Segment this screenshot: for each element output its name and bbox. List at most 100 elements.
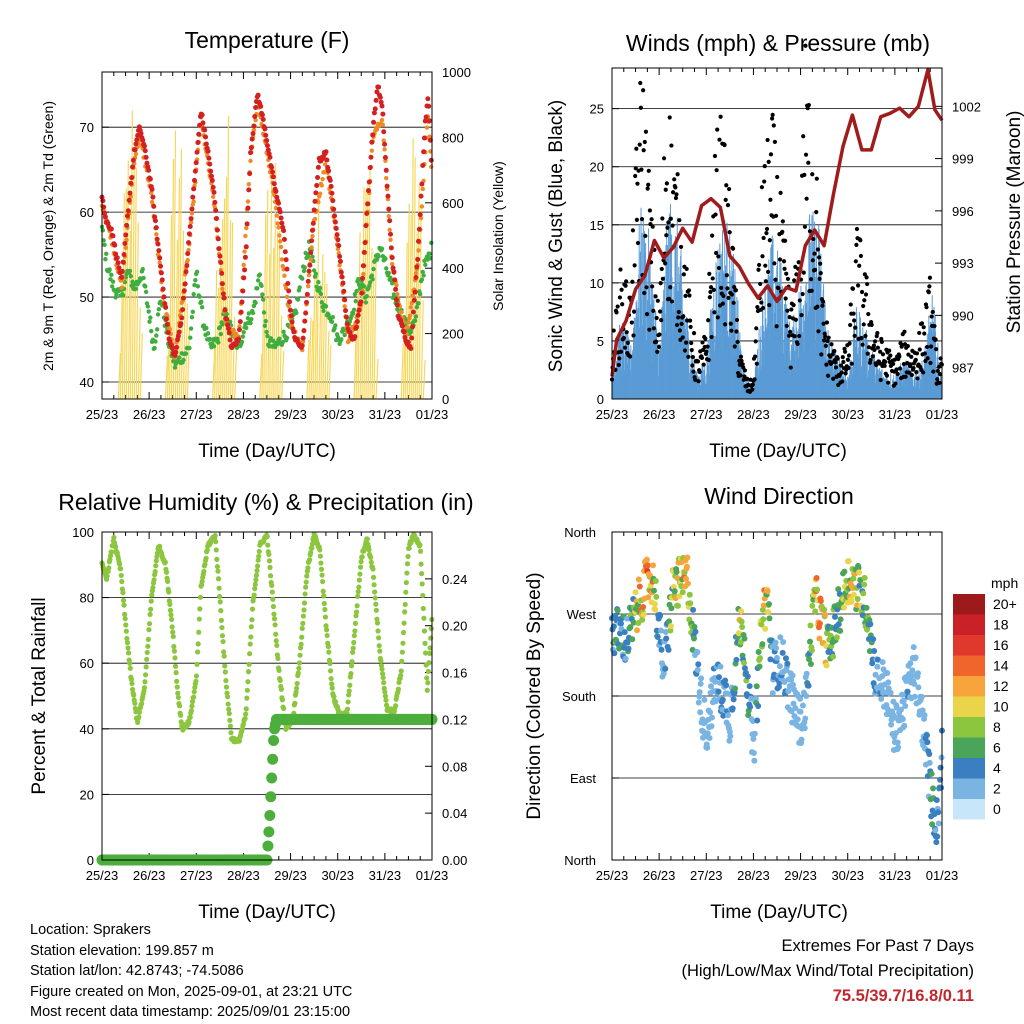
gust-point bbox=[630, 279, 635, 284]
t2m-point bbox=[282, 249, 288, 255]
direction-point bbox=[694, 649, 701, 656]
gust-point bbox=[639, 167, 644, 172]
y-right-tick-label: 1000 bbox=[442, 65, 471, 80]
rh-point bbox=[364, 536, 370, 542]
t2m-point bbox=[249, 136, 255, 142]
gust-point bbox=[839, 370, 844, 375]
t2m-point bbox=[337, 258, 343, 264]
rh-point bbox=[418, 561, 424, 567]
direction-point bbox=[937, 764, 944, 771]
rh-point bbox=[191, 694, 197, 700]
dewpoint-point bbox=[314, 284, 319, 289]
gust-point bbox=[713, 212, 718, 217]
gust-point bbox=[792, 278, 797, 283]
gust-point bbox=[811, 236, 816, 242]
rh-point bbox=[120, 590, 126, 596]
y-right-tick-label: 400 bbox=[442, 261, 464, 276]
direction-point bbox=[624, 615, 631, 622]
rh-point bbox=[252, 581, 258, 587]
direction-point bbox=[848, 598, 855, 605]
gust-point bbox=[676, 309, 681, 315]
t2m-point bbox=[422, 118, 428, 124]
t9m-point bbox=[309, 245, 314, 250]
t9m-point bbox=[248, 158, 253, 164]
gust-point bbox=[921, 325, 926, 330]
direction-point bbox=[758, 621, 765, 628]
direction-point bbox=[860, 590, 867, 597]
t2m-point bbox=[284, 266, 290, 272]
dewpoint-point bbox=[260, 292, 265, 297]
gust-point bbox=[785, 308, 790, 313]
dewpoint-point bbox=[215, 336, 220, 342]
t2m-point bbox=[240, 288, 246, 294]
direction-point bbox=[823, 643, 830, 650]
t2m-point bbox=[352, 334, 358, 340]
direction-point bbox=[738, 608, 745, 615]
gust-point bbox=[616, 362, 621, 368]
gust-point bbox=[663, 187, 668, 192]
direction-point bbox=[701, 696, 708, 703]
rh-point bbox=[247, 641, 253, 647]
gust-point bbox=[755, 305, 760, 310]
solar-spike bbox=[168, 215, 173, 400]
t2m-point bbox=[309, 227, 315, 233]
rh-point bbox=[213, 547, 219, 553]
direction-point bbox=[885, 679, 892, 686]
rh-point bbox=[254, 563, 261, 569]
dewpoint-point bbox=[333, 323, 338, 328]
dewpoint-point bbox=[194, 269, 200, 274]
rh-point bbox=[383, 697, 389, 703]
t2m-point bbox=[210, 184, 216, 190]
t2m-point bbox=[314, 183, 320, 189]
direction-point bbox=[911, 693, 918, 700]
t2m-point bbox=[164, 321, 170, 327]
direction-point bbox=[675, 602, 681, 609]
t2m-point bbox=[245, 205, 251, 211]
direction-point bbox=[665, 646, 672, 653]
t2m-point bbox=[336, 243, 342, 249]
t2m-point bbox=[219, 270, 225, 276]
gust-point bbox=[882, 363, 887, 368]
gust-point bbox=[820, 303, 825, 308]
gust-point bbox=[632, 263, 637, 268]
rh-point bbox=[270, 603, 277, 610]
dewpoint-point bbox=[261, 297, 266, 302]
t2m-point bbox=[258, 103, 264, 109]
direction-point bbox=[611, 650, 618, 657]
dewpoint-point bbox=[172, 365, 178, 370]
rh-point bbox=[256, 553, 262, 559]
rh-point bbox=[422, 650, 429, 656]
rh-point bbox=[353, 613, 359, 619]
legend-label: 20+ bbox=[993, 596, 1017, 612]
legend-label: 10 bbox=[993, 699, 1009, 715]
gust-point bbox=[663, 261, 668, 266]
gust-point bbox=[785, 276, 791, 282]
t2m-point bbox=[219, 281, 225, 287]
legend-label: 2 bbox=[993, 781, 1001, 797]
temperature-panel: Temperature (F) 405060700200400600800100… bbox=[40, 27, 506, 462]
direction-point bbox=[780, 639, 787, 646]
dewpoint-point bbox=[262, 323, 268, 329]
gust-point bbox=[708, 285, 714, 290]
solar-spike bbox=[322, 272, 326, 400]
dewpoint-point bbox=[263, 318, 268, 324]
direction-point bbox=[884, 669, 891, 676]
gust-point bbox=[914, 370, 919, 375]
dewpoint-point bbox=[121, 293, 126, 298]
t2m-point bbox=[200, 120, 206, 126]
t2m-point bbox=[388, 231, 394, 237]
solar-spike bbox=[312, 275, 316, 400]
t2m-point bbox=[287, 299, 293, 305]
rh-point bbox=[176, 703, 183, 709]
direction-point bbox=[687, 600, 694, 607]
gust-point bbox=[839, 363, 844, 368]
t2m-point bbox=[202, 127, 208, 133]
rh-point bbox=[406, 545, 412, 551]
gust-point bbox=[870, 354, 875, 359]
extremes-subtitle: (High/Low/Max Wind/Total Precipitation) bbox=[681, 962, 974, 980]
rh-point bbox=[148, 606, 154, 612]
gust-point bbox=[821, 321, 826, 326]
t2m-point bbox=[410, 309, 416, 315]
rh-point bbox=[204, 547, 210, 553]
